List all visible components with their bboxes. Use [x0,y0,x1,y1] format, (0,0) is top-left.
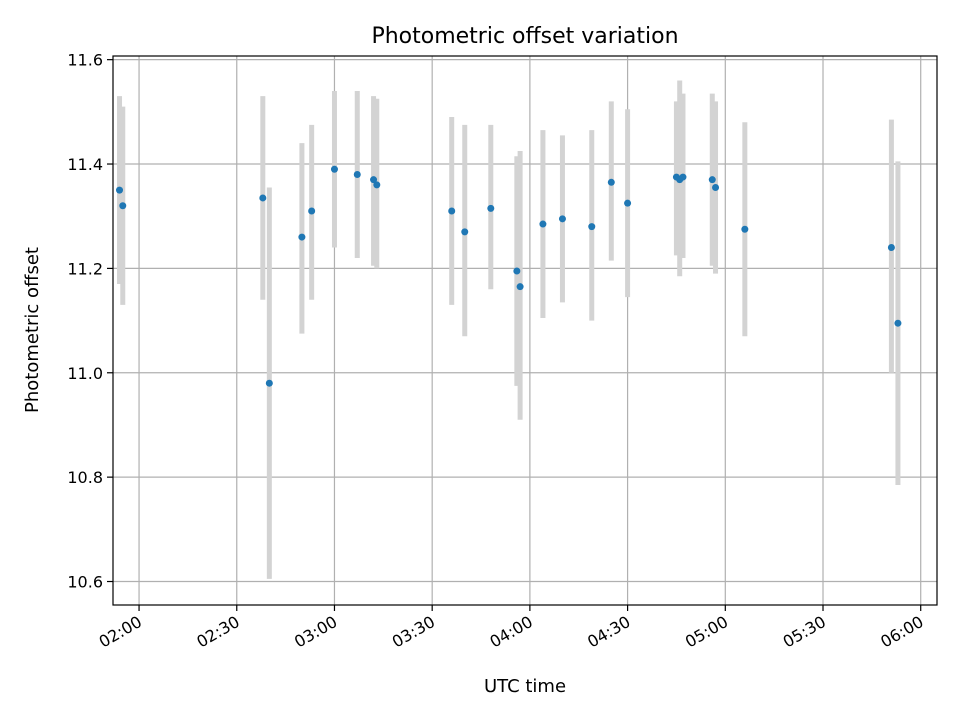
data-point [119,202,127,210]
data-point [330,165,338,173]
data-point [679,173,687,181]
data-point [894,319,902,327]
x-tick-label: 03:00 [291,612,340,652]
x-ticks: 02:00 02:30 03:00 03:30 04:00 04:30 05:00 05:30… [96,605,927,652]
data-point [116,186,124,194]
data-point [448,207,456,215]
data-point [624,199,632,207]
data-point [741,225,749,233]
data-point [308,207,316,215]
data-point [461,228,469,236]
x-tick-label: 06:00 [877,612,926,652]
y-tick-label: 11.4 [67,155,103,174]
data-point [887,244,895,252]
data-point [298,233,306,241]
y-tick-label: 11.2 [67,259,103,278]
data-point [708,176,716,184]
x-axis-label: UTC time [484,676,566,697]
data-point [588,223,596,231]
y-tick-label: 11.6 [67,51,103,70]
chart-title: Photometric offset variation [371,24,678,49]
data-points [116,165,902,387]
grid [113,56,937,605]
data-point [353,170,361,178]
x-tick-label: 03:30 [389,612,438,652]
x-tick-label: 02:00 [96,612,145,652]
data-point [712,184,720,192]
y-axis-label: Photometric offset [22,247,43,413]
data-point [373,181,381,189]
y-ticks: 10.6 10.8 11.0 11.2 11.4 11.6 [67,51,113,592]
y-tick-label: 11.0 [67,364,103,383]
x-tick-label: 02:30 [193,612,242,652]
data-point [558,215,566,223]
data-point [516,283,524,291]
data-point [259,194,267,202]
plot-frame [112,55,938,606]
y-tick-label: 10.6 [67,573,103,592]
x-tick-label: 05:00 [682,612,731,652]
data-point [513,267,521,275]
data-point [607,178,615,186]
data-point [539,220,547,228]
data-point [487,204,495,212]
data-point [370,176,378,184]
data-point [265,379,273,387]
x-tick-label: 04:30 [584,612,633,652]
x-tick-label: 05:30 [780,612,829,652]
y-tick-label: 10.8 [67,468,103,487]
x-tick-label: 04:00 [486,612,535,652]
